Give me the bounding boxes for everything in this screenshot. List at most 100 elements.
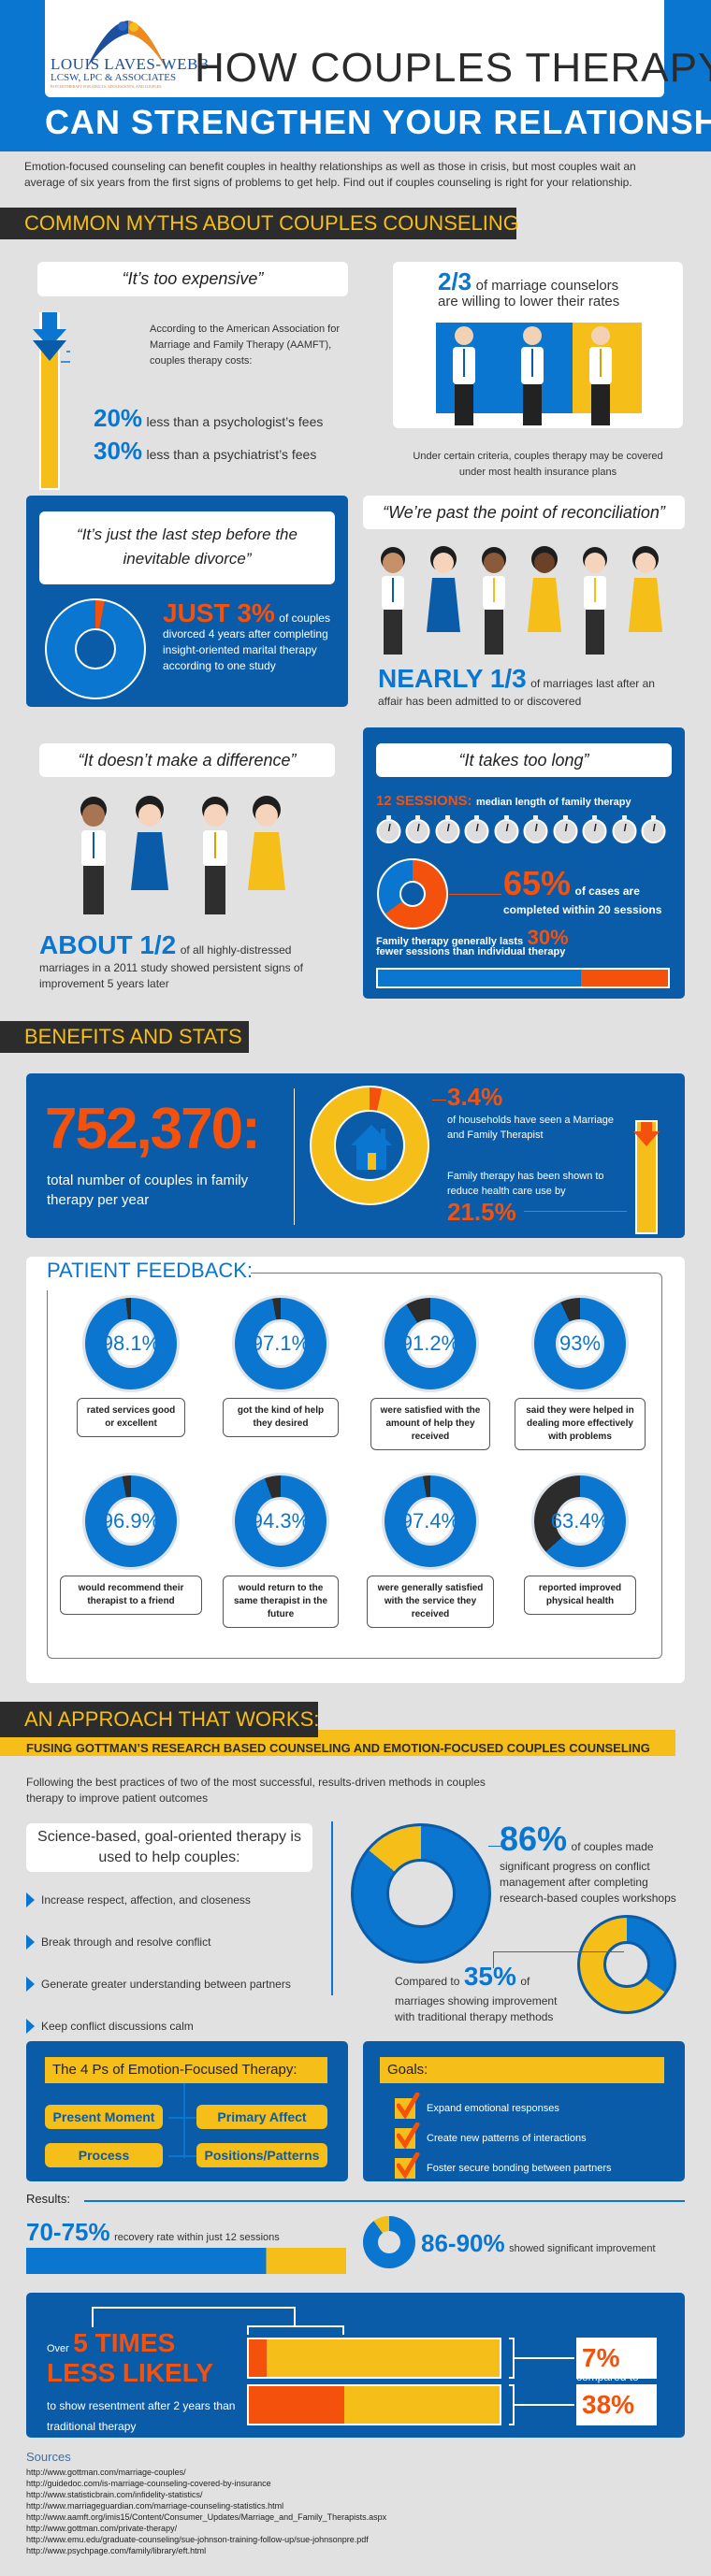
bullet-arrow-icon <box>26 1977 35 1992</box>
sessions-stat: 12 SESSIONS: median length of family the… <box>376 793 631 810</box>
source-link[interactable]: http://www.gottman.com/private-therapy/ <box>26 2524 178 2533</box>
checkmark-icon <box>395 2123 420 2149</box>
connector-line <box>493 1951 624 1968</box>
quote-card-difference: “It doesn’t make a difference” <box>39 743 335 777</box>
stat-label: of couples <box>279 612 330 625</box>
bullet-item: Increase respect, affection, and closene… <box>26 1886 326 1914</box>
source-link[interactable]: http://www.gottman.com/marriage-couples/ <box>26 2468 186 2477</box>
stat-label: Family therapy generally lasts <box>376 936 524 947</box>
reconciliation-stat: NEARLY 1/3 of marriages last after an <box>378 664 655 694</box>
source-link[interactable]: http://www.aamft.org/imis15/Content/Cons… <box>26 2512 387 2522</box>
house-icon <box>351 1125 392 1170</box>
sessions-bar-chart <box>376 968 670 988</box>
logo-credentials: LCSW, LPC & ASSOCIATES <box>51 72 177 83</box>
workshops-body: significant progress on conflict managem… <box>500 1860 676 1905</box>
divider <box>331 1821 333 1995</box>
health-text: Family therapy has been shown to reduce … <box>447 1171 604 1197</box>
feedback-pct: 97.4% <box>400 1509 460 1533</box>
feedback-item: 63.4% reported improved physical health <box>505 1473 655 1650</box>
stopwatch-icon <box>641 815 666 843</box>
feedback-label: rated services good or excellent <box>77 1398 185 1437</box>
counselors-stat: 2/3 of marriage counselors <box>438 267 618 296</box>
stat-value: 30% <box>527 926 569 949</box>
completed-body: completed within 20 sessions <box>503 903 662 916</box>
section-benefits-title: BENEFITS AND STATS <box>0 1021 249 1053</box>
divider <box>294 1088 295 1225</box>
header-card <box>45 0 664 97</box>
feedback-label: were satisfied with the amount of help t… <box>370 1398 490 1450</box>
stopwatch-icon <box>405 815 430 843</box>
quote-text: “We’re past the point of reconciliation” <box>383 503 665 522</box>
logo-icon <box>80 13 173 69</box>
stat-label: Compared to <box>395 1975 460 1988</box>
results-label: Results: <box>26 2192 70 2206</box>
stat-value: 86% <box>500 1820 568 1858</box>
households-donut-chart <box>310 1086 429 1205</box>
traditional-donut-chart <box>577 1915 676 2014</box>
recovery-stat: 70-75% recovery rate within just 12 sess… <box>26 2218 280 2247</box>
source-link[interactable]: http://www.psychpage.com/family/library/… <box>26 2546 207 2555</box>
stopwatch-icon <box>435 815 460 843</box>
approach-subtitle: FUSING GOTTMAN’S RESEARCH BASED COUNSELI… <box>26 1741 650 1755</box>
feedback-label: got the kind of help they desired <box>223 1398 339 1437</box>
section-myths-title: COMMON MYTHS ABOUT COUPLES COUNSELING <box>0 208 519 239</box>
stat-label: recovery rate within just 12 sessions <box>114 2232 280 2243</box>
feedback-pct: 63.4% <box>550 1509 610 1533</box>
section-approach-title: AN APPROACH THAT WORKS: <box>0 1702 319 1737</box>
workshops-donut-chart <box>351 1823 491 1964</box>
feedback-label: were generally satisfied with the servic… <box>367 1576 494 1628</box>
traditional-stat: Compared to 35% of <box>395 1962 530 1991</box>
stat-label: of cases are <box>574 885 640 898</box>
feedback-label: said they were helped in dealing more ef… <box>515 1398 646 1450</box>
five-times-stat: Over 5 TIMES <box>47 2328 176 2357</box>
results-rule <box>84 2200 685 2202</box>
quote-text: “It’s too expensive” <box>122 269 264 288</box>
connector-line <box>168 2117 200 2119</box>
quote-text: “It’s just the last step before the inev… <box>77 525 297 568</box>
stat-value: 5 TIMES <box>73 2328 176 2357</box>
feedback-frame-top <box>251 1273 662 1291</box>
source-link[interactable]: http://guidedoc.com/is-marriage-counseli… <box>26 2479 271 2488</box>
four-ps-positions-patterns: Positions/Patterns <box>196 2143 327 2167</box>
stopwatch-icon <box>582 815 607 843</box>
bullet-item: Keep conflict discussions calm <box>26 2012 326 2040</box>
insurance-note: Under certain criteria, couples therapy … <box>413 451 663 478</box>
households-pct: 3.4% <box>447 1083 503 1111</box>
bracket-line <box>92 2307 296 2327</box>
stopwatch-icon <box>464 815 489 843</box>
quote-card-too-long: “It takes too long” <box>376 743 672 777</box>
feedback-donut-chart: 97.1% <box>232 1295 329 1392</box>
stat-label: less than a psychologist’s fees <box>146 414 324 429</box>
source-link[interactable]: http://www.marriageguardian.com/marriage… <box>26 2501 284 2511</box>
stat-label: of marriage counselors <box>475 278 619 294</box>
feedback-donut-chart: 93% <box>531 1295 629 1392</box>
bullet-arrow-icon <box>26 2019 35 2034</box>
recovery-bar-chart <box>26 2248 346 2274</box>
difference-body: marriages in a 2011 study showed persist… <box>39 961 303 990</box>
feedback-pct: 98.1% <box>101 1331 161 1355</box>
bracket-line <box>247 2325 344 2335</box>
couples-count: 752,370: <box>45 1097 261 1161</box>
goal-item: Create new patterns of interactions <box>395 2123 657 2152</box>
feedback-title: PATIENT FEEDBACK: <box>47 1259 254 1282</box>
stat-label: showed significant improvement <box>509 2243 656 2254</box>
source-link[interactable]: http://www.emu.edu/graduate-counseling/s… <box>26 2535 369 2544</box>
bracket-line <box>509 2338 515 2379</box>
page-title: HOW COUPLES THERAPY <box>195 45 711 91</box>
approach-intro: Following the best practices of two of t… <box>26 1776 486 1805</box>
stat-label: of marriages last after an <box>530 677 655 690</box>
improvement-stat: 86-90% showed significant improvement <box>421 2229 656 2258</box>
quote-text: “It doesn’t make a difference” <box>78 751 297 770</box>
feedback-item: 97.1% got the kind of help they desired <box>206 1295 356 1473</box>
feedback-item: 96.9% would recommend their therapist to… <box>56 1473 206 1650</box>
stat-value: 2/3 <box>438 267 472 295</box>
reconciliation-body: affair has been admitted to or discovere… <box>378 695 582 708</box>
bar-7pct <box>247 2338 501 2379</box>
feedback-item: 94.3% would return to the same therapist… <box>206 1473 356 1650</box>
source-link[interactable]: http://www.statisticbrain.com/infidelity… <box>26 2490 203 2499</box>
connector-line <box>488 1846 505 1847</box>
feedback-pct: 94.3% <box>251 1509 311 1533</box>
feedback-donut-chart: 98.1% <box>82 1295 180 1392</box>
bullet-item: Break through and resolve conflict <box>26 1928 326 1956</box>
connector-line <box>449 894 501 895</box>
